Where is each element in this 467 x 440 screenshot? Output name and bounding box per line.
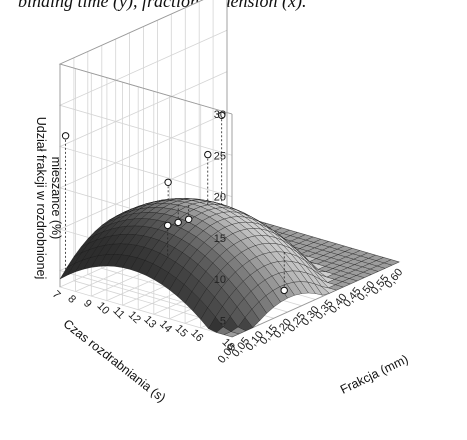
observed-points — [61, 111, 288, 295]
x-gridline — [73, 57, 247, 332]
figure-caption: binding time (y), fraction dimension (x)… — [0, 0, 467, 30]
y-tick-label: 7 — [50, 288, 63, 301]
box-edge — [58, 0, 233, 115]
y-tick-label: 10 — [94, 300, 111, 317]
y-tick-label: 8 — [65, 293, 78, 306]
y-tick-label: 11 — [110, 305, 127, 322]
observed-point — [204, 150, 212, 159]
surface-facet — [383, 259, 400, 266]
z-axis-title-line-1: Udział frakcji w rozdrobnionej — [34, 117, 48, 280]
y-tick-label: 13 — [141, 314, 158, 331]
z-axis-ticks: 5 10 15 20 25 30 — [214, 109, 226, 328]
x-axis-title: Frakcja (mm) — [338, 352, 410, 397]
z-tick-label: 25 — [214, 150, 226, 162]
z-tick-label: 15 — [214, 233, 226, 245]
z-tick-label: 30 — [214, 109, 226, 121]
z-tick-label: 10 — [214, 274, 226, 286]
y-tick-label: 16 — [188, 327, 205, 344]
y-tick-label: 15 — [173, 323, 190, 340]
caption-text: binding time (y), fraction dimension (x)… — [18, 0, 307, 11]
x-tick-label: 0,60 — [383, 266, 406, 290]
observed-point — [164, 178, 172, 187]
observed-point — [218, 111, 226, 120]
observed-point — [280, 286, 288, 295]
z-tick-label: 20 — [214, 192, 226, 204]
z-tick-label: 5 — [220, 316, 226, 328]
y-axis-title: Czas rozdrabniania (s) — [61, 317, 169, 405]
y-tick-label: 9 — [81, 298, 94, 311]
z-axis-title-line-2: mieszance (%) — [49, 157, 63, 240]
observed-point — [185, 215, 193, 224]
observed-point — [174, 218, 182, 227]
y-tick-label: 12 — [126, 309, 143, 326]
observed-point — [164, 221, 172, 230]
observed-point — [61, 132, 70, 140]
y-tick-label: 14 — [157, 318, 174, 335]
response-surface — [59, 198, 400, 338]
